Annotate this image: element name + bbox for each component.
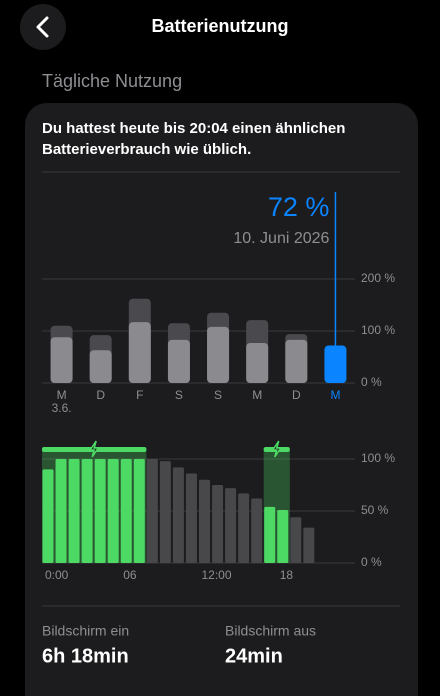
bar [133, 459, 145, 563]
bar [225, 488, 237, 563]
bar [303, 527, 315, 563]
charging-icon [88, 440, 100, 458]
bar [212, 485, 224, 563]
y-tick-label: 200 % [361, 271, 395, 285]
bar [251, 498, 263, 563]
bar [324, 345, 347, 383]
bar [55, 459, 67, 563]
x-tick-sublabel: 3.6. [52, 401, 72, 415]
bar [50, 337, 73, 383]
x-tick-label: M [252, 388, 262, 402]
bar [285, 339, 308, 383]
x-tick-label: 18 [280, 568, 294, 582]
x-tick-label: D [96, 388, 105, 402]
summary: Du hattest heute bis 20:04 einen ähnlich… [42, 120, 346, 158]
charging-icon [271, 440, 283, 458]
y-tick-label: 100 % [361, 451, 395, 465]
x-tick-label: S [214, 388, 222, 402]
bar [68, 459, 80, 563]
y-tick-label: 100 % [361, 323, 395, 337]
selected-date: 10. Juni 2026 [233, 230, 329, 247]
page-title: Batterienutzung [152, 16, 289, 36]
bar [185, 473, 197, 563]
bar [290, 517, 302, 563]
bar [81, 459, 93, 563]
bar [172, 467, 184, 563]
bar [42, 469, 54, 563]
x-tick-label: 06 [123, 568, 137, 582]
back-button[interactable] [20, 4, 66, 50]
x-tick-label: M [57, 388, 67, 402]
stat-label: Bildschirm ein [42, 623, 129, 639]
stat-label: Bildschirm aus [225, 623, 316, 639]
stat-value: 24min [225, 645, 283, 667]
bar [246, 342, 269, 383]
x-tick-label: M [330, 388, 340, 402]
section-title: Tägliche Nutzung [42, 71, 182, 91]
x-tick-label: 0:00 [45, 568, 69, 582]
x-tick-label: F [136, 388, 143, 402]
bar [167, 339, 190, 383]
stat-value: 6h 18min [42, 645, 129, 667]
bar [94, 459, 106, 563]
x-tick-label: S [175, 388, 183, 402]
bar [277, 509, 289, 563]
bar [199, 479, 210, 563]
bar [107, 459, 119, 563]
y-tick-label: 0 % [361, 555, 382, 569]
back-icon [36, 16, 49, 38]
bar [238, 493, 250, 563]
bar [207, 326, 230, 383]
bar [128, 322, 151, 383]
x-tick-label: D [292, 388, 301, 402]
x-tick-label: 12:00 [202, 568, 232, 582]
value-label: 72 % [268, 192, 330, 222]
bar [89, 350, 112, 383]
bar [264, 506, 276, 563]
y-tick-label: 0 % [361, 375, 382, 389]
bar [120, 459, 132, 563]
bar [159, 461, 171, 563]
bar [146, 459, 158, 563]
y-tick-label: 50 % [361, 503, 389, 517]
